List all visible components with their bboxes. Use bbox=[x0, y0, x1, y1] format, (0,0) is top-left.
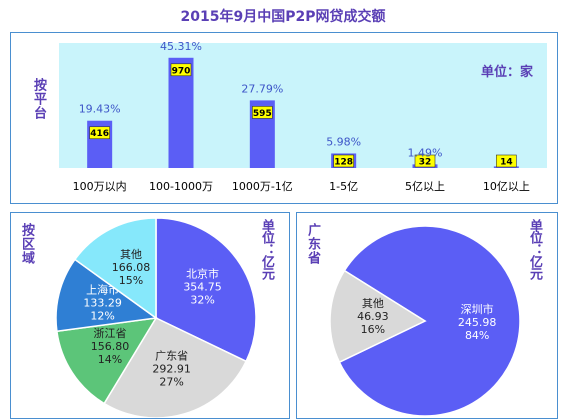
bar-percent-label: 27.79% bbox=[241, 82, 283, 95]
category-tick-label: 1000万-1亿 bbox=[232, 180, 293, 193]
bar-value-label: 14 bbox=[500, 158, 513, 168]
bar bbox=[168, 57, 194, 168]
slice-percent-label: 84% bbox=[465, 329, 489, 342]
slice-name-label: 深圳市 bbox=[461, 302, 494, 316]
guangdong-unit-label: 单位：亿元 bbox=[527, 219, 542, 279]
bar-value-box bbox=[414, 154, 436, 168]
slice-name-label: 其他 bbox=[120, 248, 142, 261]
slice-value-label: 156.80 bbox=[91, 340, 130, 353]
slice-value-label: 245.98 bbox=[458, 316, 497, 329]
region-unit-label: 单位：亿元 bbox=[259, 219, 274, 279]
bar-value-box bbox=[496, 154, 517, 168]
region-pie-chart: 北京市354.7532%广东省292.9127%浙江省156.8014%上海市1… bbox=[55, 217, 257, 418]
category-tick-label: 100万以内 bbox=[73, 179, 127, 193]
category-tick-label: 10亿以上 bbox=[483, 180, 530, 193]
platform-bar-panel: 按平台 416 19.43% 100万以内 970 45.31% 100-1000万 595… bbox=[10, 32, 558, 204]
bar-percent-label: 45.31% bbox=[160, 40, 202, 53]
platform-bar-chart: 416 19.43% 100万以内 970 45.31% 100-1000万 595 27.7… bbox=[59, 40, 547, 193]
slice-percent-label: 32% bbox=[190, 294, 214, 307]
slice-value-label: 133.29 bbox=[83, 297, 122, 310]
bar-value-label: 416 bbox=[90, 129, 109, 139]
platform-side-label: 按平台 bbox=[31, 78, 46, 120]
slice-name-label: 广东省 bbox=[155, 350, 188, 363]
category-tick-label: 5亿以上 bbox=[405, 180, 445, 193]
category-tick-label: 1-5亿 bbox=[329, 180, 358, 193]
pie-slice bbox=[103, 317, 248, 418]
bar-percent-label: 1.49% bbox=[408, 146, 443, 159]
pie-slice bbox=[56, 317, 158, 405]
pie-slice bbox=[329, 269, 427, 364]
platform-unit-label: 单位：家 bbox=[481, 65, 534, 80]
bar-percent-label: 19.43% bbox=[79, 103, 121, 116]
bar-value-label: 32 bbox=[419, 158, 432, 168]
guangdong-side-label: 广东省 bbox=[305, 223, 320, 265]
slice-percent-label: 14% bbox=[98, 353, 122, 366]
bar-percent-label: 5.98% bbox=[326, 135, 361, 148]
region-side-label: 按区域 bbox=[19, 223, 34, 265]
slice-percent-label: 12% bbox=[90, 310, 114, 323]
pie-slice bbox=[155, 217, 257, 363]
bar-value-box bbox=[89, 126, 110, 140]
region-pie-panel: 按区域 北京市 354.75 32% 广东省 292.91 27% 浙江省 156.80 14%… bbox=[10, 212, 290, 419]
bar-value-box bbox=[333, 154, 354, 168]
bar-value-label: 970 bbox=[172, 66, 191, 76]
slice-percent-label: 15% bbox=[119, 274, 143, 287]
pie-slice bbox=[55, 258, 158, 333]
bar-value-box bbox=[252, 106, 273, 119]
guangdong-pie-panel: 广东省 深圳市 245.98 84% 其他 46.93 16% 单位：亿元 bbox=[296, 212, 558, 419]
category-tick-label: 100-1000万 bbox=[149, 180, 213, 193]
slice-value-label: 292.91 bbox=[152, 363, 191, 376]
bar-value-label: 595 bbox=[253, 109, 272, 119]
slice-name-label: 浙江省 bbox=[93, 327, 126, 340]
pie-slice bbox=[73, 217, 157, 320]
pie-slice bbox=[338, 225, 521, 417]
bar-value-box bbox=[170, 63, 192, 77]
slice-value-label: 166.08 bbox=[112, 261, 151, 274]
slice-percent-label: 27% bbox=[159, 376, 183, 389]
slice-percent-label: 16% bbox=[361, 323, 385, 336]
slice-value-label: 354.75 bbox=[183, 281, 222, 294]
slice-name-label: 北京市 bbox=[186, 267, 219, 281]
slice-value-label: 46.93 bbox=[357, 310, 389, 323]
slice-name-label: 其他 bbox=[362, 297, 384, 310]
bar-value-label: 128 bbox=[334, 158, 353, 168]
plot-area bbox=[59, 43, 547, 168]
chart-title: 2015年9月中国P2P网贷成交额 bbox=[180, 9, 386, 25]
